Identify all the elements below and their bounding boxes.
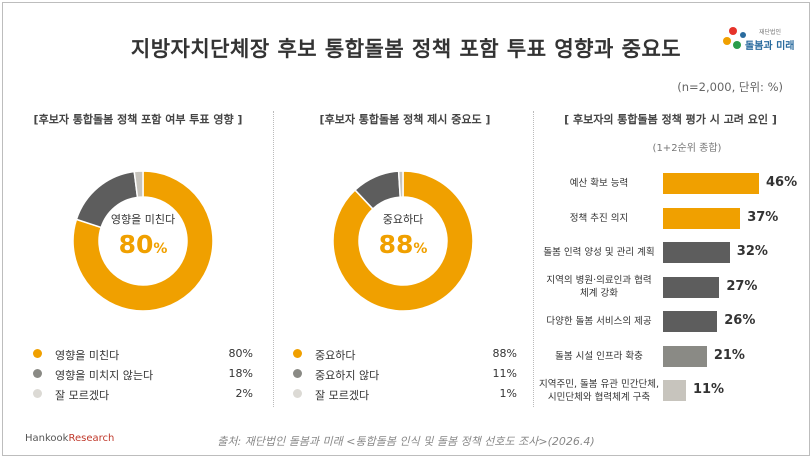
bar [663, 173, 759, 194]
logo-small-text: 재단법인 [759, 29, 782, 36]
logo-text: 돌봄과 미래 [745, 41, 795, 52]
legend-dot [33, 369, 42, 378]
donut-center-value: 88% [379, 230, 428, 259]
bar [663, 311, 718, 332]
legend-value: 2% [235, 387, 253, 400]
legend-dot [293, 349, 302, 358]
legend-label: 중요하다 [315, 349, 356, 362]
legend-label: 중요하지 않다 [315, 369, 380, 382]
bar-category-label: 지역주민, 돌봄 유관 민간단체, 시민단체와 협력체계 구축 [539, 378, 659, 403]
legend-label: 잘 모르겠다 [315, 389, 370, 402]
legend-dot [293, 389, 302, 398]
bar-value-label: 32% [736, 244, 768, 259]
factors-subtitle: (1+2순위 종합) [652, 143, 722, 154]
bar-category-label: 다양한 돌봄 서비스의 제공 [546, 316, 652, 327]
legend-label: 잘 모르겠다 [55, 389, 110, 402]
legend-label: 영향을 미치지 않는다 [55, 369, 154, 382]
bar [663, 242, 730, 263]
bar [663, 345, 707, 367]
legend-label: 영향을 미친다 [55, 349, 120, 362]
sample-note: (n=2,000, 단위: %) [677, 80, 783, 94]
legend-value: 18% [228, 367, 253, 380]
legend-value: 80% [228, 347, 253, 360]
bar-value-label: 46% [766, 175, 798, 190]
brand-logo: HankookResearch [25, 433, 115, 444]
donut-chart-importance: 중요하다 88% [332, 170, 474, 312]
bar-category-label: 예산 확보 능력 [569, 178, 629, 189]
donut-center-label: 영향을 미친다 [111, 213, 175, 226]
donut-slice [397, 170, 404, 198]
bar-category-label: 지역의 병원·의료인과 협력 체계 강화 [546, 275, 652, 299]
bar-value-label: 26% [724, 313, 756, 328]
bar [663, 207, 741, 229]
donut-slice [133, 170, 144, 199]
donut-chart-vote-impact: 영향을 미친다 80% [72, 170, 214, 312]
legend-item: 중요하다 88% [293, 347, 517, 362]
legend-dot [33, 349, 42, 358]
section-title-factors: [ 후보자의 통합돌봄 정책 평가 시 고려 요인 ] [564, 113, 777, 126]
legend-value: 11% [492, 367, 517, 380]
bar [663, 380, 686, 401]
bar-category-label: 정책 추진 의지 [569, 212, 629, 224]
legend-item: 영향을 미치지 않는다 18% [33, 367, 253, 382]
bar-category-label: 돌봄 인력 양성 및 관리 계획 [543, 247, 655, 258]
legend-item: 중요하지 않다 11% [293, 367, 517, 382]
legend-item: 잘 모르겠다 2% [33, 387, 253, 402]
logo-icon [723, 27, 746, 49]
bar-category-label: 돌봄 시설 인프라 확충 [555, 350, 643, 362]
divider-right [533, 111, 534, 407]
bar-value-label: 37% [747, 209, 779, 225]
divider-left [273, 111, 274, 407]
legend-item: 영향을 미친다 80% [33, 347, 253, 362]
section-title-importance: [후보자 통합돌봄 정책 제시 중요도 ] [319, 113, 491, 126]
legend-value: 88% [492, 347, 517, 360]
donut-center-label: 중요하다 [383, 212, 423, 226]
bar-value-label: 21% [713, 347, 745, 363]
legend-value: 1% [499, 387, 517, 400]
donut-center-value: 80% [119, 230, 168, 259]
donut-slice [332, 170, 474, 312]
bar-value-label: 27% [726, 278, 758, 294]
donut-slice [72, 170, 214, 312]
source-note: 출처: 재단법인 돌봄과 미래 <통합돌봄 인식 및 돌봄 정책 선호도 조사>… [217, 435, 595, 448]
legend-dot [33, 389, 42, 398]
page-title: 지방자치단체장 후보 통합돌봄 정책 포함 투표 영향과 중요도 [130, 37, 682, 61]
legend-item: 잘 모르겠다 1% [293, 387, 517, 402]
legend-dot [293, 369, 302, 378]
section-title-vote-impact: [후보자 통합돌봄 정책 포함 여부 투표 영향 ] [33, 113, 243, 126]
bar [663, 276, 720, 298]
bar-value-label: 11% [692, 382, 725, 397]
